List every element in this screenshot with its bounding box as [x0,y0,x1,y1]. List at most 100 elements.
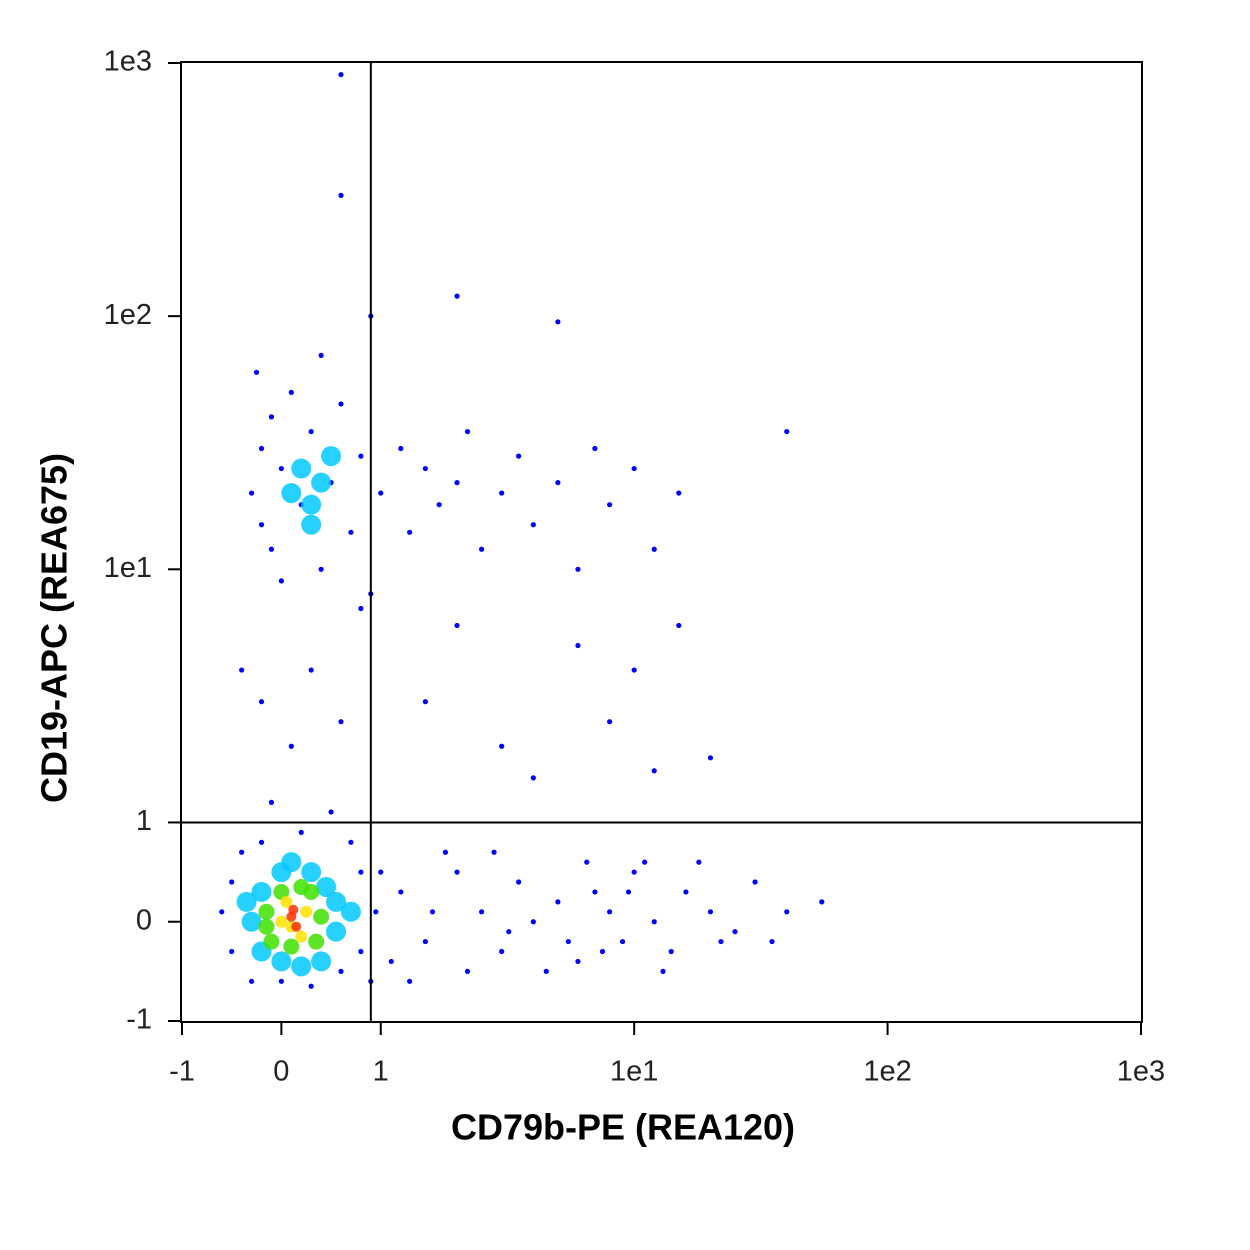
data-point [499,948,505,955]
data-point [543,968,549,974]
data-point [422,699,428,705]
data-point [338,401,344,407]
data-point [555,480,561,486]
data-point [280,895,293,908]
data-point [676,490,682,496]
data-point [516,453,522,459]
data-point [358,869,364,875]
data-point [769,938,775,945]
data-point [378,869,384,875]
data-point [258,839,265,845]
data-point [311,472,332,493]
x-tick-label: 1e3 [1117,1056,1165,1088]
data-point [281,852,302,873]
data-point [229,948,235,955]
data-point [258,445,265,452]
data-point [592,889,598,895]
data-point [752,879,758,885]
data-point [288,389,294,395]
data-point [378,490,384,496]
data-point [340,901,361,922]
data-point [258,699,265,705]
data-point [631,667,637,673]
x-tick-label: 1e1 [610,1056,658,1088]
data-point [422,465,428,472]
data-point [298,829,304,835]
data-point [291,956,312,977]
data-point [219,909,225,915]
data-point [625,889,632,895]
x-tick-label: 1 [373,1056,389,1088]
data-point [464,968,471,974]
data-point [651,768,657,774]
data-point [313,908,330,925]
data-point [676,622,682,629]
data-point [268,799,275,806]
x-tick-label: 0 [273,1056,289,1088]
data-point [273,883,290,900]
data-point [491,849,497,855]
data-point [326,921,347,942]
data-point [619,938,626,945]
data-point [373,909,379,915]
data-point [707,909,714,915]
data-point [592,445,598,452]
data-point [442,849,449,855]
y-tick-label: 1e2 [104,299,152,331]
data-point [660,968,666,974]
data-point [338,192,344,198]
x-tick-label: -1 [169,1056,195,1088]
data-point [300,905,313,918]
data-point [318,352,324,358]
data-point [288,904,299,915]
data-point [291,458,312,479]
data-point [301,862,322,883]
data-point [499,743,505,749]
x-tick-label: 1e2 [863,1056,911,1088]
data-point [308,933,325,950]
data-point [338,71,344,78]
data-point [555,319,561,325]
x-axis-title: CD79b-PE (REA120) [451,1107,795,1148]
data-point [464,428,471,435]
y-axis-title: CD19-APC (REA675) [34,453,75,803]
data-point [584,859,590,865]
data-point [258,522,265,528]
data-point [318,566,324,572]
data-point [253,369,260,375]
data-point [631,465,637,472]
data-point [239,667,245,673]
y-tick-label: 1e3 [104,46,152,78]
data-point [668,948,674,955]
data-point [398,445,404,452]
data-point [348,529,354,535]
data-point [326,891,347,912]
data-point [268,414,275,420]
data-point [321,446,342,467]
data-point [271,951,292,972]
data-point [607,719,613,725]
data-point [293,878,310,895]
data-point [479,546,485,552]
data-point [358,453,364,459]
data-point [348,839,354,845]
data-point [229,879,235,885]
data-point [291,921,302,932]
data-point [454,480,460,486]
data-point [248,978,255,984]
data-point [263,933,280,950]
data-point [407,978,413,984]
data-point [398,889,404,895]
data-point [308,667,314,673]
data-point [506,929,512,935]
data-point [642,859,648,865]
data-point [707,755,714,761]
data-point [555,899,561,905]
data-point [599,948,606,955]
data-point [530,919,536,925]
data-point [651,546,657,552]
data-point [251,881,272,902]
data-point [607,909,613,915]
data-point [311,951,332,972]
